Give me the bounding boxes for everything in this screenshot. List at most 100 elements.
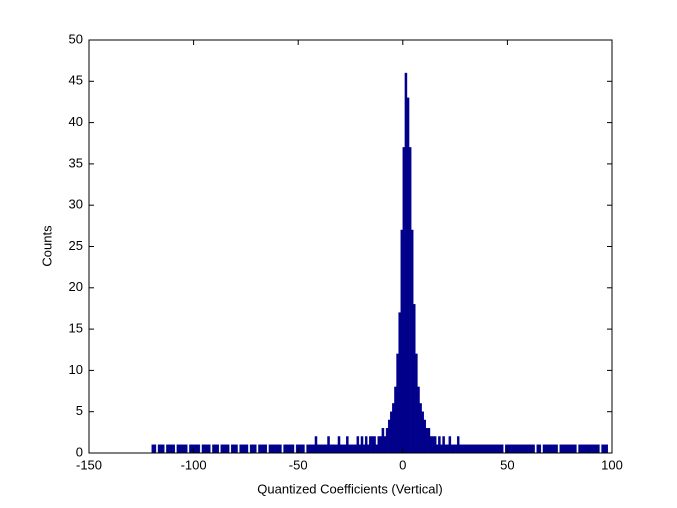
bar bbox=[239, 444, 242, 454]
bar bbox=[555, 444, 558, 454]
bar bbox=[344, 444, 347, 454]
bar bbox=[245, 444, 249, 454]
y-axis-label: Counts bbox=[39, 225, 54, 267]
bar bbox=[423, 419, 427, 454]
bar bbox=[463, 444, 466, 454]
y-tick-label: 10 bbox=[69, 362, 83, 377]
x-tick-label: 0 bbox=[399, 457, 406, 472]
bar bbox=[387, 419, 391, 454]
bar bbox=[189, 444, 192, 454]
bar bbox=[226, 444, 230, 454]
bar bbox=[536, 444, 539, 454]
bar bbox=[364, 436, 368, 454]
bar bbox=[197, 444, 201, 454]
bar bbox=[377, 436, 380, 454]
bar bbox=[473, 444, 477, 454]
bar bbox=[264, 444, 268, 454]
bar bbox=[513, 444, 516, 454]
bar bbox=[440, 444, 443, 454]
bar bbox=[195, 444, 198, 454]
bar bbox=[427, 428, 431, 454]
bar bbox=[492, 444, 496, 454]
bar bbox=[467, 444, 470, 454]
bar bbox=[289, 444, 293, 454]
bar bbox=[205, 444, 209, 454]
bar bbox=[231, 444, 234, 454]
bar bbox=[335, 444, 339, 454]
bar bbox=[436, 444, 439, 454]
bar bbox=[159, 444, 163, 454]
bar bbox=[272, 444, 276, 454]
bar bbox=[383, 436, 387, 454]
bar bbox=[486, 444, 489, 454]
bar bbox=[446, 444, 450, 454]
bar bbox=[410, 229, 414, 454]
bar bbox=[392, 403, 395, 454]
bar bbox=[262, 444, 265, 454]
bar bbox=[201, 444, 205, 454]
bar bbox=[379, 436, 383, 454]
bar bbox=[325, 444, 328, 454]
bar bbox=[546, 444, 550, 454]
bar bbox=[586, 444, 590, 454]
bar bbox=[561, 444, 565, 454]
bar bbox=[526, 444, 529, 454]
bar bbox=[274, 444, 278, 454]
bar bbox=[578, 444, 581, 454]
bar bbox=[569, 444, 573, 454]
bar bbox=[352, 444, 355, 454]
bar bbox=[153, 444, 157, 454]
bar bbox=[333, 444, 337, 454]
bar bbox=[592, 444, 596, 454]
bar bbox=[477, 444, 481, 454]
bar bbox=[220, 444, 224, 454]
bar bbox=[498, 444, 502, 454]
bar bbox=[283, 444, 286, 454]
bar bbox=[358, 444, 362, 454]
y-tick-label: 15 bbox=[69, 321, 83, 336]
bar bbox=[406, 97, 410, 454]
bar bbox=[425, 428, 429, 454]
bar bbox=[214, 444, 217, 454]
bar bbox=[584, 444, 588, 454]
bar bbox=[433, 436, 437, 454]
bar bbox=[151, 444, 155, 454]
bar bbox=[484, 444, 487, 454]
bar bbox=[235, 444, 238, 454]
bar bbox=[572, 444, 575, 454]
bar bbox=[348, 444, 351, 454]
bar bbox=[532, 444, 535, 454]
bar bbox=[528, 444, 531, 454]
bar bbox=[367, 444, 370, 454]
bar bbox=[162, 444, 165, 454]
x-tick-label: 50 bbox=[500, 457, 514, 472]
bar bbox=[567, 444, 571, 454]
bar bbox=[521, 444, 525, 454]
bar bbox=[308, 444, 311, 454]
bar bbox=[515, 444, 519, 454]
bar bbox=[429, 436, 433, 454]
bar bbox=[306, 444, 309, 454]
bar bbox=[277, 444, 280, 454]
bar bbox=[362, 444, 366, 454]
bar bbox=[417, 386, 420, 454]
y-tick-label: 50 bbox=[69, 31, 83, 46]
bar bbox=[168, 444, 171, 454]
bar bbox=[605, 444, 609, 454]
bar bbox=[258, 444, 261, 454]
bar bbox=[488, 444, 491, 454]
bar bbox=[413, 304, 416, 454]
bar bbox=[588, 444, 592, 454]
y-tick-label: 20 bbox=[69, 279, 83, 294]
bar bbox=[243, 444, 247, 454]
bar bbox=[268, 444, 272, 454]
bar bbox=[369, 436, 372, 454]
x-tick-label: -100 bbox=[181, 457, 207, 472]
bar bbox=[208, 444, 211, 454]
bar bbox=[469, 444, 473, 454]
x-tick-label: -50 bbox=[289, 457, 308, 472]
bar bbox=[438, 436, 441, 454]
bar bbox=[496, 444, 500, 454]
